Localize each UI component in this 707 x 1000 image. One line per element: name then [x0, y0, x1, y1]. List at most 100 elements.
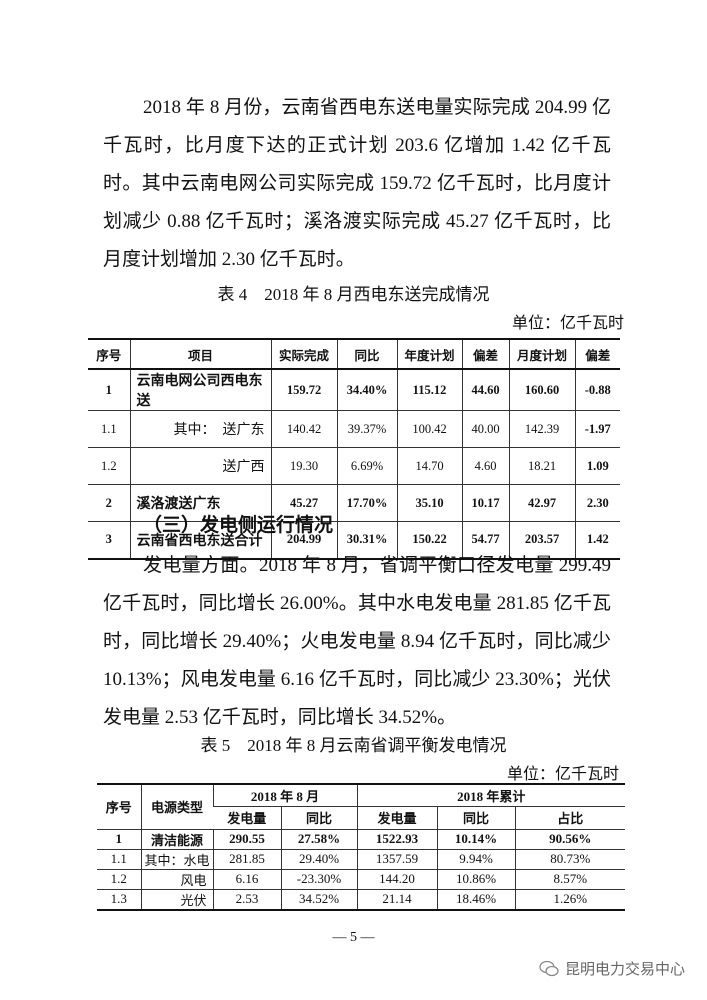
table4-header-row: 序号 项目 实际完成 同比 年度计划 偏差 月度计划 偏差 [88, 339, 620, 370]
table-cell: 光伏 [140, 889, 213, 910]
header-cell: 2018 年 8 月 [212, 784, 357, 807]
table-cell: 290.55 [212, 829, 281, 850]
table-cell: 1.1 [88, 410, 130, 448]
table-cell: -1.97 [574, 410, 620, 448]
table-cell: 19.30 [270, 447, 337, 485]
table-cell: 10.14% [436, 829, 515, 850]
header-cell: 项目 [129, 339, 271, 370]
table-cell: 溪洛渡送广东 [129, 484, 271, 522]
table-cell: 100.42 [396, 410, 462, 448]
table-cell: 1.2 [88, 447, 130, 485]
table-cell: 39.37% [336, 410, 397, 448]
wechat-icon [539, 960, 559, 976]
table-cell: 云南电网公司西电东送 [129, 369, 271, 411]
table4-unit: 单位：亿千瓦时 [512, 315, 625, 332]
table-cell: 18.46% [436, 889, 515, 910]
table-cell: 80.73% [514, 849, 625, 870]
table-cell: 其中： 送广东 [129, 410, 271, 448]
table-cell: 27.58% [280, 829, 357, 850]
table-cell: 送广西 [129, 447, 271, 485]
table-cell: 204.99 [270, 521, 337, 559]
table-cell: 40.00 [461, 410, 509, 448]
table-cell: 90.56% [514, 829, 625, 850]
table5: 序号 电源类型 2018 年 8 月 2018 年累计 发电量 同比 发电量 同比 占比… [97, 783, 625, 911]
table-cell: 1 [97, 829, 141, 850]
header-cell: 发电量 [213, 806, 281, 830]
header-cell: 实际完成 [270, 339, 337, 370]
table-cell: 29.40% [280, 849, 357, 870]
header-cell: 序号 [88, 339, 130, 370]
table-row: 1.1 其中：水电 281.85 29.40% 1357.59 9.94% 80.73% [97, 849, 625, 870]
header-cell: 序号 [97, 784, 141, 830]
table-cell: 14.70 [396, 447, 462, 485]
header-cell: 同比 [436, 806, 515, 830]
table-cell: 10.17 [461, 484, 509, 522]
table-cell: 云南省西电东送合计 [129, 521, 271, 559]
table-cell: 1.09 [574, 447, 620, 485]
table-cell: 281.85 [212, 849, 281, 870]
header-cell: 2018 年累计 [356, 784, 625, 807]
table-cell: 1.1 [97, 849, 141, 870]
table-row: 3 云南省西电东送合计 204.99 30.31% 150.22 54.77 203.57 1… [88, 521, 620, 559]
table-cell: 2.30 [574, 484, 620, 522]
table-cell: 8.57% [514, 869, 625, 890]
table-cell: 142.39 [508, 410, 575, 448]
table-cell: 1.3 [97, 889, 141, 910]
table-cell: 30.31% [336, 521, 397, 559]
header-cell: 同比 [336, 339, 397, 370]
table-row: 1.1 其中： 送广东 140.42 39.37% 100.42 40.00 142.39-… [88, 410, 620, 448]
header-cell: 电源类型 [140, 784, 213, 830]
table-cell: 17.70% [336, 484, 397, 522]
table-row: 1.3 光伏 2.53 34.52% 21.14 18.46% 1.26% [97, 889, 625, 910]
table5-title: 表 5 2018 年 8 月云南省调平衡发电情况 [200, 736, 507, 755]
table-cell: 4.60 [461, 447, 509, 485]
page-number: — 5 — [332, 930, 375, 945]
table4: 序号 项目 实际完成 同比 年度计划 偏差 月度计划 偏差 1 云南电网公司西电东送 159.72… [88, 338, 620, 560]
table-cell: 1.2 [97, 869, 141, 890]
table-row: 2 溪洛渡送广东 45.27 17.70% 35.10 10.17 42.97 2.30 [88, 484, 620, 522]
table-cell: 1.42 [574, 521, 620, 559]
table-cell: 45.27 [270, 484, 337, 522]
paragraph-west-east-transmission: 2018 年 8 月份，云南省西电东送电量实际完成 204.99 亿千瓦时，比月… [103, 97, 611, 270]
table-cell: 6.69% [336, 447, 397, 485]
table-cell: 2.53 [212, 889, 281, 910]
table-cell: 160.60 [508, 369, 575, 411]
table-row: 1 云南电网公司西电东送 159.72 34.40% 115.12 44.60 160.60… [88, 369, 620, 411]
table-cell: 203.57 [508, 521, 575, 559]
table-cell: 159.72 [270, 369, 337, 411]
table-cell: 54.77 [461, 521, 509, 559]
table-cell: -0.88 [574, 369, 620, 411]
table-cell: 42.97 [508, 484, 575, 522]
table-cell: 3 [88, 521, 130, 559]
table4-title: 表 4 2018 年 8 月西电东送完成情况 [217, 285, 490, 304]
header-cell: 月度计划 [508, 339, 575, 370]
table-row: 1.2 风电 6.16 -23.30% 144.20 10.86% 8.57% [97, 869, 625, 890]
table-row: 1 清洁能源 290.55 27.58% 1522.93 10.14% 90.56% [97, 829, 625, 850]
table-cell: 1 [88, 369, 130, 411]
header-cell: 偏差 [574, 339, 620, 370]
section-heading: （三）发电侧运行情况 [143, 515, 334, 536]
table-cell: 清洁能源 [140, 829, 213, 850]
table-cell: 115.12 [396, 369, 462, 411]
table5-unit: 单位：亿千瓦时 [507, 766, 620, 783]
table-cell: 其中：水电 [140, 849, 213, 870]
table-cell: 21.14 [356, 889, 437, 910]
table-cell: 140.42 [270, 410, 337, 448]
header-cell: 发电量 [356, 806, 437, 830]
header-cell: 同比 [280, 806, 357, 830]
table-cell: 34.40% [336, 369, 397, 411]
header-cell: 年度计划 [396, 339, 462, 370]
table-cell: 34.52% [280, 889, 357, 910]
header-cell: 占比 [514, 806, 625, 830]
watermark-text: 昆明电力交易中心 [564, 960, 685, 978]
table-cell: 1357.59 [356, 849, 437, 870]
table-cell: 44.60 [461, 369, 509, 411]
table-cell: 风电 [140, 869, 213, 890]
table-cell: 150.22 [396, 521, 462, 559]
table5-subheader-row: 发电量 同比 发电量 同比 占比 [97, 806, 625, 830]
table-cell: 2 [88, 484, 130, 522]
table-cell: -23.30% [280, 869, 357, 890]
table-cell: 6.16 [212, 869, 281, 890]
table-cell: 1.26% [514, 889, 625, 910]
